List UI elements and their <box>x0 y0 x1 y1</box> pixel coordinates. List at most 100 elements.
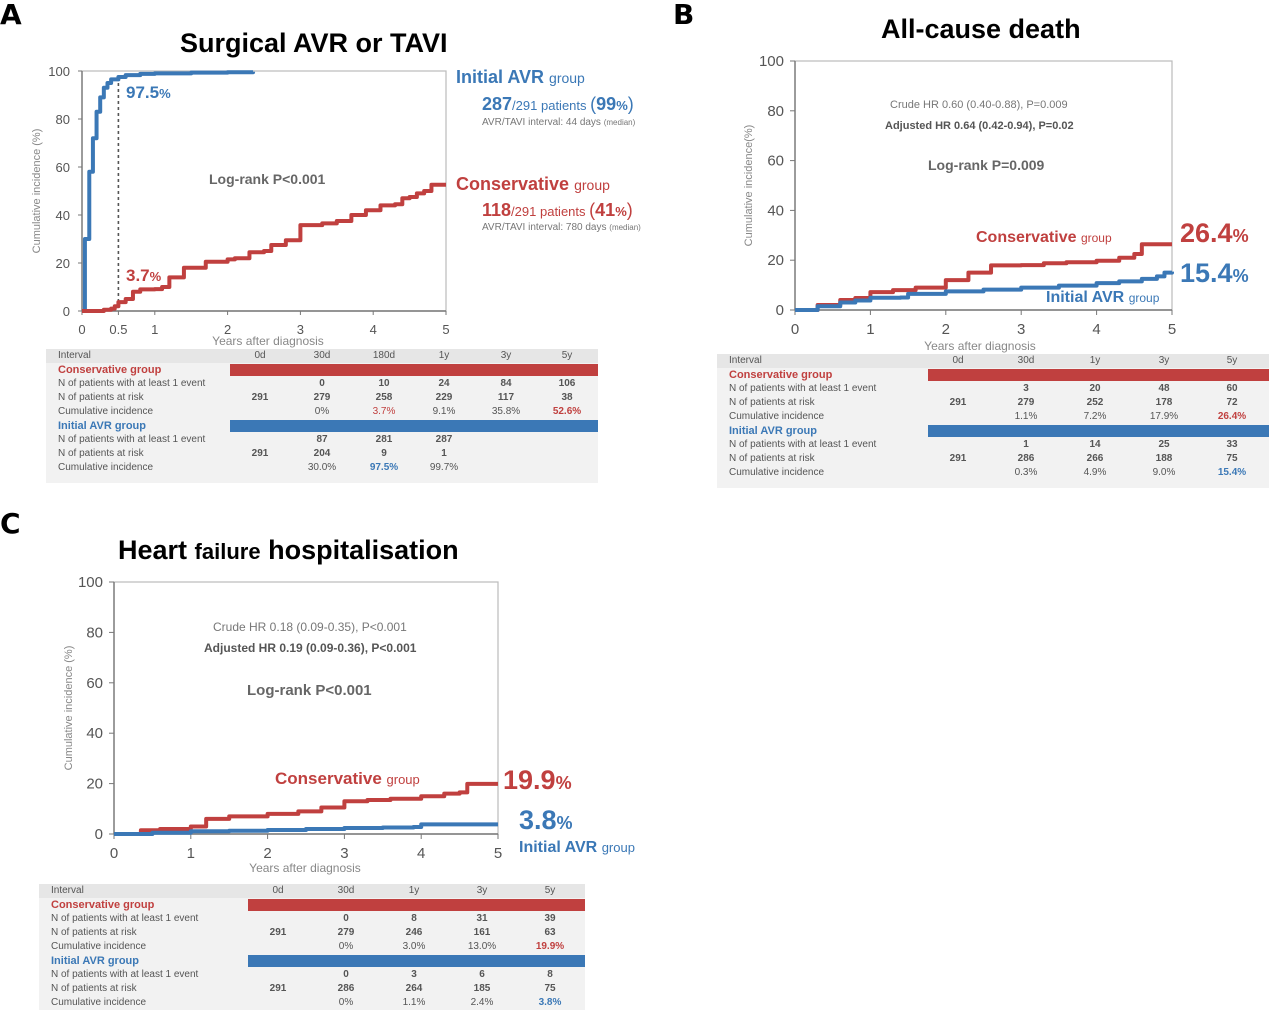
y-tick-label: 60 <box>86 675 103 692</box>
y-tick-label: 60 <box>767 153 784 170</box>
table-cell: 63 <box>544 927 556 938</box>
table-cell <box>933 438 983 452</box>
table-cell: 1y <box>1089 355 1101 366</box>
table-cell: 13.0% <box>467 941 497 952</box>
y-axis-label: Cumulative incidence (%) <box>31 129 43 254</box>
x-axis-label: Years after diagnosis <box>924 339 1036 353</box>
plot-b: 100 80 60 40 20 0 0 1 2 3 4 5 Years after diagnosis C… <box>0 0 1280 360</box>
legend-cons-b: Conservative group <box>976 229 1112 246</box>
row-label: Cumulative incidence <box>729 467 825 478</box>
table-cell: 52.6% <box>552 406 582 417</box>
chart-svg-b: 100 80 60 40 20 00 1 2 3 4 5 Years after diagnosis C… <box>743 53 1176 353</box>
interval-avr-a: AVR/TAVI interval: 44 days (median) <box>482 117 636 128</box>
table-cell: 286 <box>337 983 355 994</box>
table-cell: 266 <box>1086 453 1104 464</box>
table-cell <box>933 466 983 480</box>
risk-table-a: Interval 0d 30d 180d 1y 3y 5y Conservative grou… <box>46 349 598 483</box>
y-tick-label: 20 <box>767 252 784 269</box>
row-label: N of patients with at least 1 event <box>51 913 199 924</box>
table-cell: 279 <box>313 392 331 403</box>
x-tick-label: 0 <box>110 845 118 862</box>
row-label: N of patients with at least 1 event <box>58 378 206 389</box>
table-group-conservative: Conservative group <box>39 898 585 912</box>
table-cell: 185 <box>473 983 491 994</box>
adjusted-hr-b: Adjusted HR 0.64 (0.42-0.94), P=0.02 <box>885 120 1074 132</box>
x-tick-label: 4 <box>370 322 377 337</box>
y-tick-label: 40 <box>767 202 784 219</box>
table-cell: 204 <box>313 448 331 459</box>
table-row: Cumulative incidence 0% 3.7% 9.1% 35.8% 52.6% <box>46 405 598 419</box>
x-tick-label: 3 <box>1017 321 1025 338</box>
y-tick-label: 40 <box>56 208 70 223</box>
legend-avr-c: Initial AVR group <box>519 839 635 856</box>
group-color-bar <box>928 425 1269 437</box>
series-line-initial-avr <box>114 822 498 836</box>
table-cell: 0d <box>272 885 284 896</box>
table-cell: 25 <box>1158 439 1170 450</box>
group-label: Initial AVR group <box>729 425 817 437</box>
y-tick-label: 80 <box>767 103 784 120</box>
x-tick-label: 5 <box>1168 321 1176 338</box>
table-row: N of patients with at least 1 event 3 20 48… <box>717 382 1269 396</box>
table-cell: 291 <box>949 397 967 408</box>
table-group-initial-avr: Initial AVR group <box>46 419 598 433</box>
x-tick-label: 0 <box>78 322 85 337</box>
table-cell: 3.0% <box>402 941 426 952</box>
row-label: N of patients at risk <box>51 983 137 994</box>
table-cell: 87 <box>316 434 328 445</box>
table-cell: 75 <box>544 983 556 994</box>
y-tick-label: 60 <box>56 160 70 175</box>
table-cell: 75 <box>1226 453 1238 464</box>
table-cell: 229 <box>435 392 453 403</box>
x-tick-label: 0 <box>791 321 799 338</box>
y-tick-label: 0 <box>776 302 784 319</box>
table-cell: 8 <box>411 913 417 924</box>
table-header-row: Interval 0d 30d 1y 3y 5y <box>39 884 585 898</box>
table-cell: 9 <box>381 448 387 459</box>
table-cell: 7.2% <box>1083 411 1107 422</box>
table-cell <box>253 968 303 982</box>
row-label: Interval <box>58 350 91 361</box>
count-cons-a: 118/291 patients (41%) <box>482 200 633 220</box>
table-cell: 180d <box>372 350 396 361</box>
row-label: N of patients at risk <box>729 397 815 408</box>
table-cell: 48 <box>1158 383 1170 394</box>
table-cell: 1y <box>408 885 420 896</box>
row-label: Interval <box>729 355 762 366</box>
table-cell: 33 <box>1226 439 1238 450</box>
y-tick-label: 20 <box>56 256 70 271</box>
table-group-initial-avr: Initial AVR group <box>717 424 1269 438</box>
table-cell: 97.5% <box>369 462 399 473</box>
table-row: N of patients at risk 291 286 264 185 75 <box>39 982 585 996</box>
y-tick-label: 40 <box>86 725 103 742</box>
chart-title-a: Surgical AVR or TAVI <box>180 28 448 58</box>
table-cell: 258 <box>375 392 393 403</box>
row-label: N of patients at risk <box>729 453 815 464</box>
y-tick-label: 100 <box>78 574 103 591</box>
table-cell: 39 <box>544 913 556 924</box>
table-cell: 1y <box>438 350 450 361</box>
table-cell: 19.9% <box>535 941 565 952</box>
table-row: N of patients at risk 291 279 258 229 117 38 <box>46 391 598 405</box>
table-cell: 3 <box>411 969 417 980</box>
table-cell: 2.4% <box>470 997 494 1008</box>
plot-c: 100 80 60 40 20 0 0 1 2 3 4 5 Years after diagnosis C… <box>0 0 700 880</box>
table-cell: 30.0% <box>307 462 337 473</box>
series-line-conservative <box>82 182 446 313</box>
table-cell: 3y <box>1158 355 1170 366</box>
x-tick-label: 4 <box>417 845 425 862</box>
table-cell: 14 <box>1089 439 1101 450</box>
row-label: Cumulative incidence <box>58 406 154 417</box>
table-cell: 3 <box>1023 383 1029 394</box>
chart-title-b: All-cause death <box>881 14 1081 44</box>
table-cell: 3y <box>500 350 512 361</box>
pct-label-blue-b: 15.4% <box>1180 258 1249 288</box>
table-row: Cumulative incidence 1.1% 7.2% 17.9% 26.4% <box>717 410 1269 424</box>
table-cell: 291 <box>949 453 967 464</box>
group-label: Conservative group <box>51 899 155 911</box>
table-row: N of patients at risk 291 279 252 178 72 <box>717 396 1269 410</box>
row-label: N of patients at risk <box>51 927 137 938</box>
table-cell: 0 <box>343 969 349 980</box>
legend-cons-c: Conservative group <box>275 769 420 788</box>
table-cell: 291 <box>269 983 287 994</box>
